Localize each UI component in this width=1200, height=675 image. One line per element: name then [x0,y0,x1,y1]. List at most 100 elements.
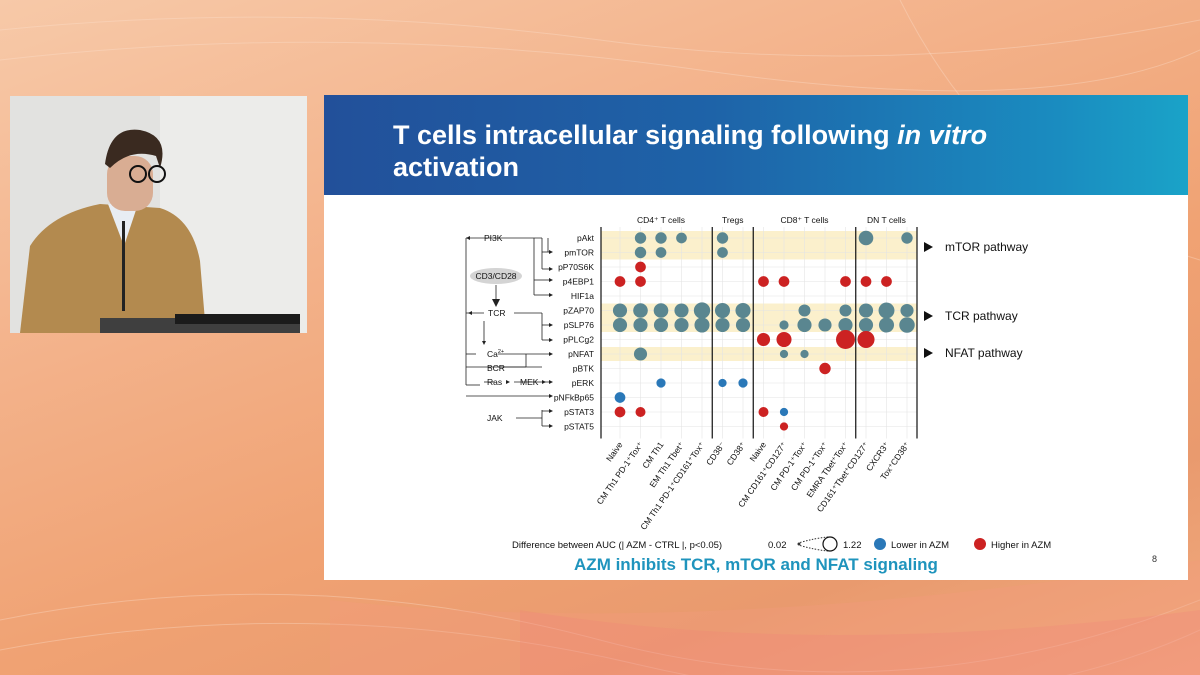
row-label: HIF1a [571,291,594,301]
node-bcr: BCR [487,363,505,373]
data-bubble [694,317,710,333]
data-bubble [653,317,669,333]
data-bubble [676,232,687,244]
data-bubble [901,232,913,244]
data-bubble [776,331,792,348]
node-ras: Ras [487,377,502,387]
pathway-label: TCR pathway [945,309,1018,323]
pathway-label: mTOR pathway [945,240,1028,254]
legend-size-min: 0.02 [768,540,787,551]
title-italic: in vitro [897,120,988,150]
data-bubble [798,304,811,317]
data-bubble [716,232,729,244]
data-bubble [779,407,789,417]
row-label: pERK [572,378,595,388]
data-bubble [655,232,667,244]
legend: Difference between AUC (| AZM - CTRL |, … [512,536,1051,552]
data-bubble [839,304,852,317]
row-label: pSTAT5 [564,422,594,432]
data-bubble [633,347,648,361]
data-bubble [718,378,727,388]
data-bubble [634,232,647,244]
slide-title: T cells intracellular signaling followin… [393,119,987,183]
data-bubble [612,317,628,333]
data-bubble [819,362,831,375]
data-bubble [633,317,648,333]
title-line1: T cells intracellular signaling followin… [393,120,898,150]
data-bubble [858,230,874,246]
data-bubble [779,422,789,431]
data-bubble [881,276,892,287]
data-bubble [655,247,667,258]
data-bubble [860,276,872,287]
data-bubble [858,317,874,333]
data-bubble [840,276,851,287]
group-label: Tregs [722,215,743,225]
row-label: p4EBP1 [563,277,594,287]
data-bubble [779,320,789,330]
node-ca: Ca2+ [487,349,504,359]
column-label: Naive [747,440,768,464]
data-bubble [735,317,751,333]
data-bubble [758,276,769,287]
column-label: Naive [604,440,625,464]
data-bubble [838,317,853,333]
group-label: CD8⁺ T cells [780,215,828,225]
row-labels: pAkt pmTOR pP70S6K p4EBP1 HIF1a pZAP70 pSLP76 p… [554,233,595,432]
row-label: pBTK [573,364,595,374]
column-label: CD38⁻ [704,439,728,467]
pathway-arrow-icon [924,242,933,252]
data-bubble [800,349,809,359]
legend-size-title: Difference between AUC (| AZM - CTRL |, … [512,540,722,551]
node-cd3cd28: CD3/CD28 [475,271,516,281]
data-bubble [634,246,647,259]
pathway-arrow-icon [924,311,933,321]
data-bubble [714,302,731,319]
group-labels: CD4⁺ T cells Tregs CD8⁺ T cells DN T cells [637,215,906,225]
data-bubble [656,378,666,388]
data-bubble [758,407,769,417]
column-label: CD38⁺ [724,439,748,467]
data-bubble [756,332,771,347]
bubbles [612,230,915,431]
data-bubble [900,303,914,318]
data-bubble [735,302,751,319]
group-label: DN T cells [867,215,906,225]
page-number: 8 [1151,554,1157,564]
data-bubble [797,317,812,333]
title-line2: activation [393,152,520,182]
data-bubble [818,318,832,332]
group-label: CD4⁺ T cells [637,215,685,225]
data-bubble [614,276,626,287]
legend-higher-label: Higher in AZM [991,540,1051,551]
row-label: pNFkBp65 [554,393,594,403]
speaker-video [10,96,307,333]
node-jak: JAK [487,413,503,423]
legend-lower-swatch [874,538,886,550]
data-bubble [858,303,874,318]
data-bubble [717,247,728,258]
slide-conclusion: AZM inhibits TCR, mTOR and NFAT signalin… [574,555,938,574]
data-bubble [633,303,648,318]
row-label: pNFAT [568,349,594,359]
cd3cd28-node [470,268,522,284]
legend-size-max: 1.22 [843,540,862,551]
diagram-connectors [465,237,550,427]
pathway-label: NFAT pathway [945,346,1023,360]
pathway-arrow-icon [924,348,933,358]
data-bubble [693,302,711,319]
legend-size-scale [797,536,838,552]
data-bubble [635,261,646,273]
data-bubble [614,392,626,403]
data-bubble [715,317,730,333]
row-label: pZAP70 [563,306,594,316]
row-label: pPLCg2 [563,335,594,345]
row-label: pP70S6K [558,262,594,272]
data-bubble [836,330,855,349]
data-bubble [635,276,646,287]
data-bubble [674,303,689,318]
signaling-figure: CD3/CD28 PI3K TCR Ca2+ BCR Ras MEK JAK p… [465,215,1051,552]
row-label: pAkt [577,233,595,243]
